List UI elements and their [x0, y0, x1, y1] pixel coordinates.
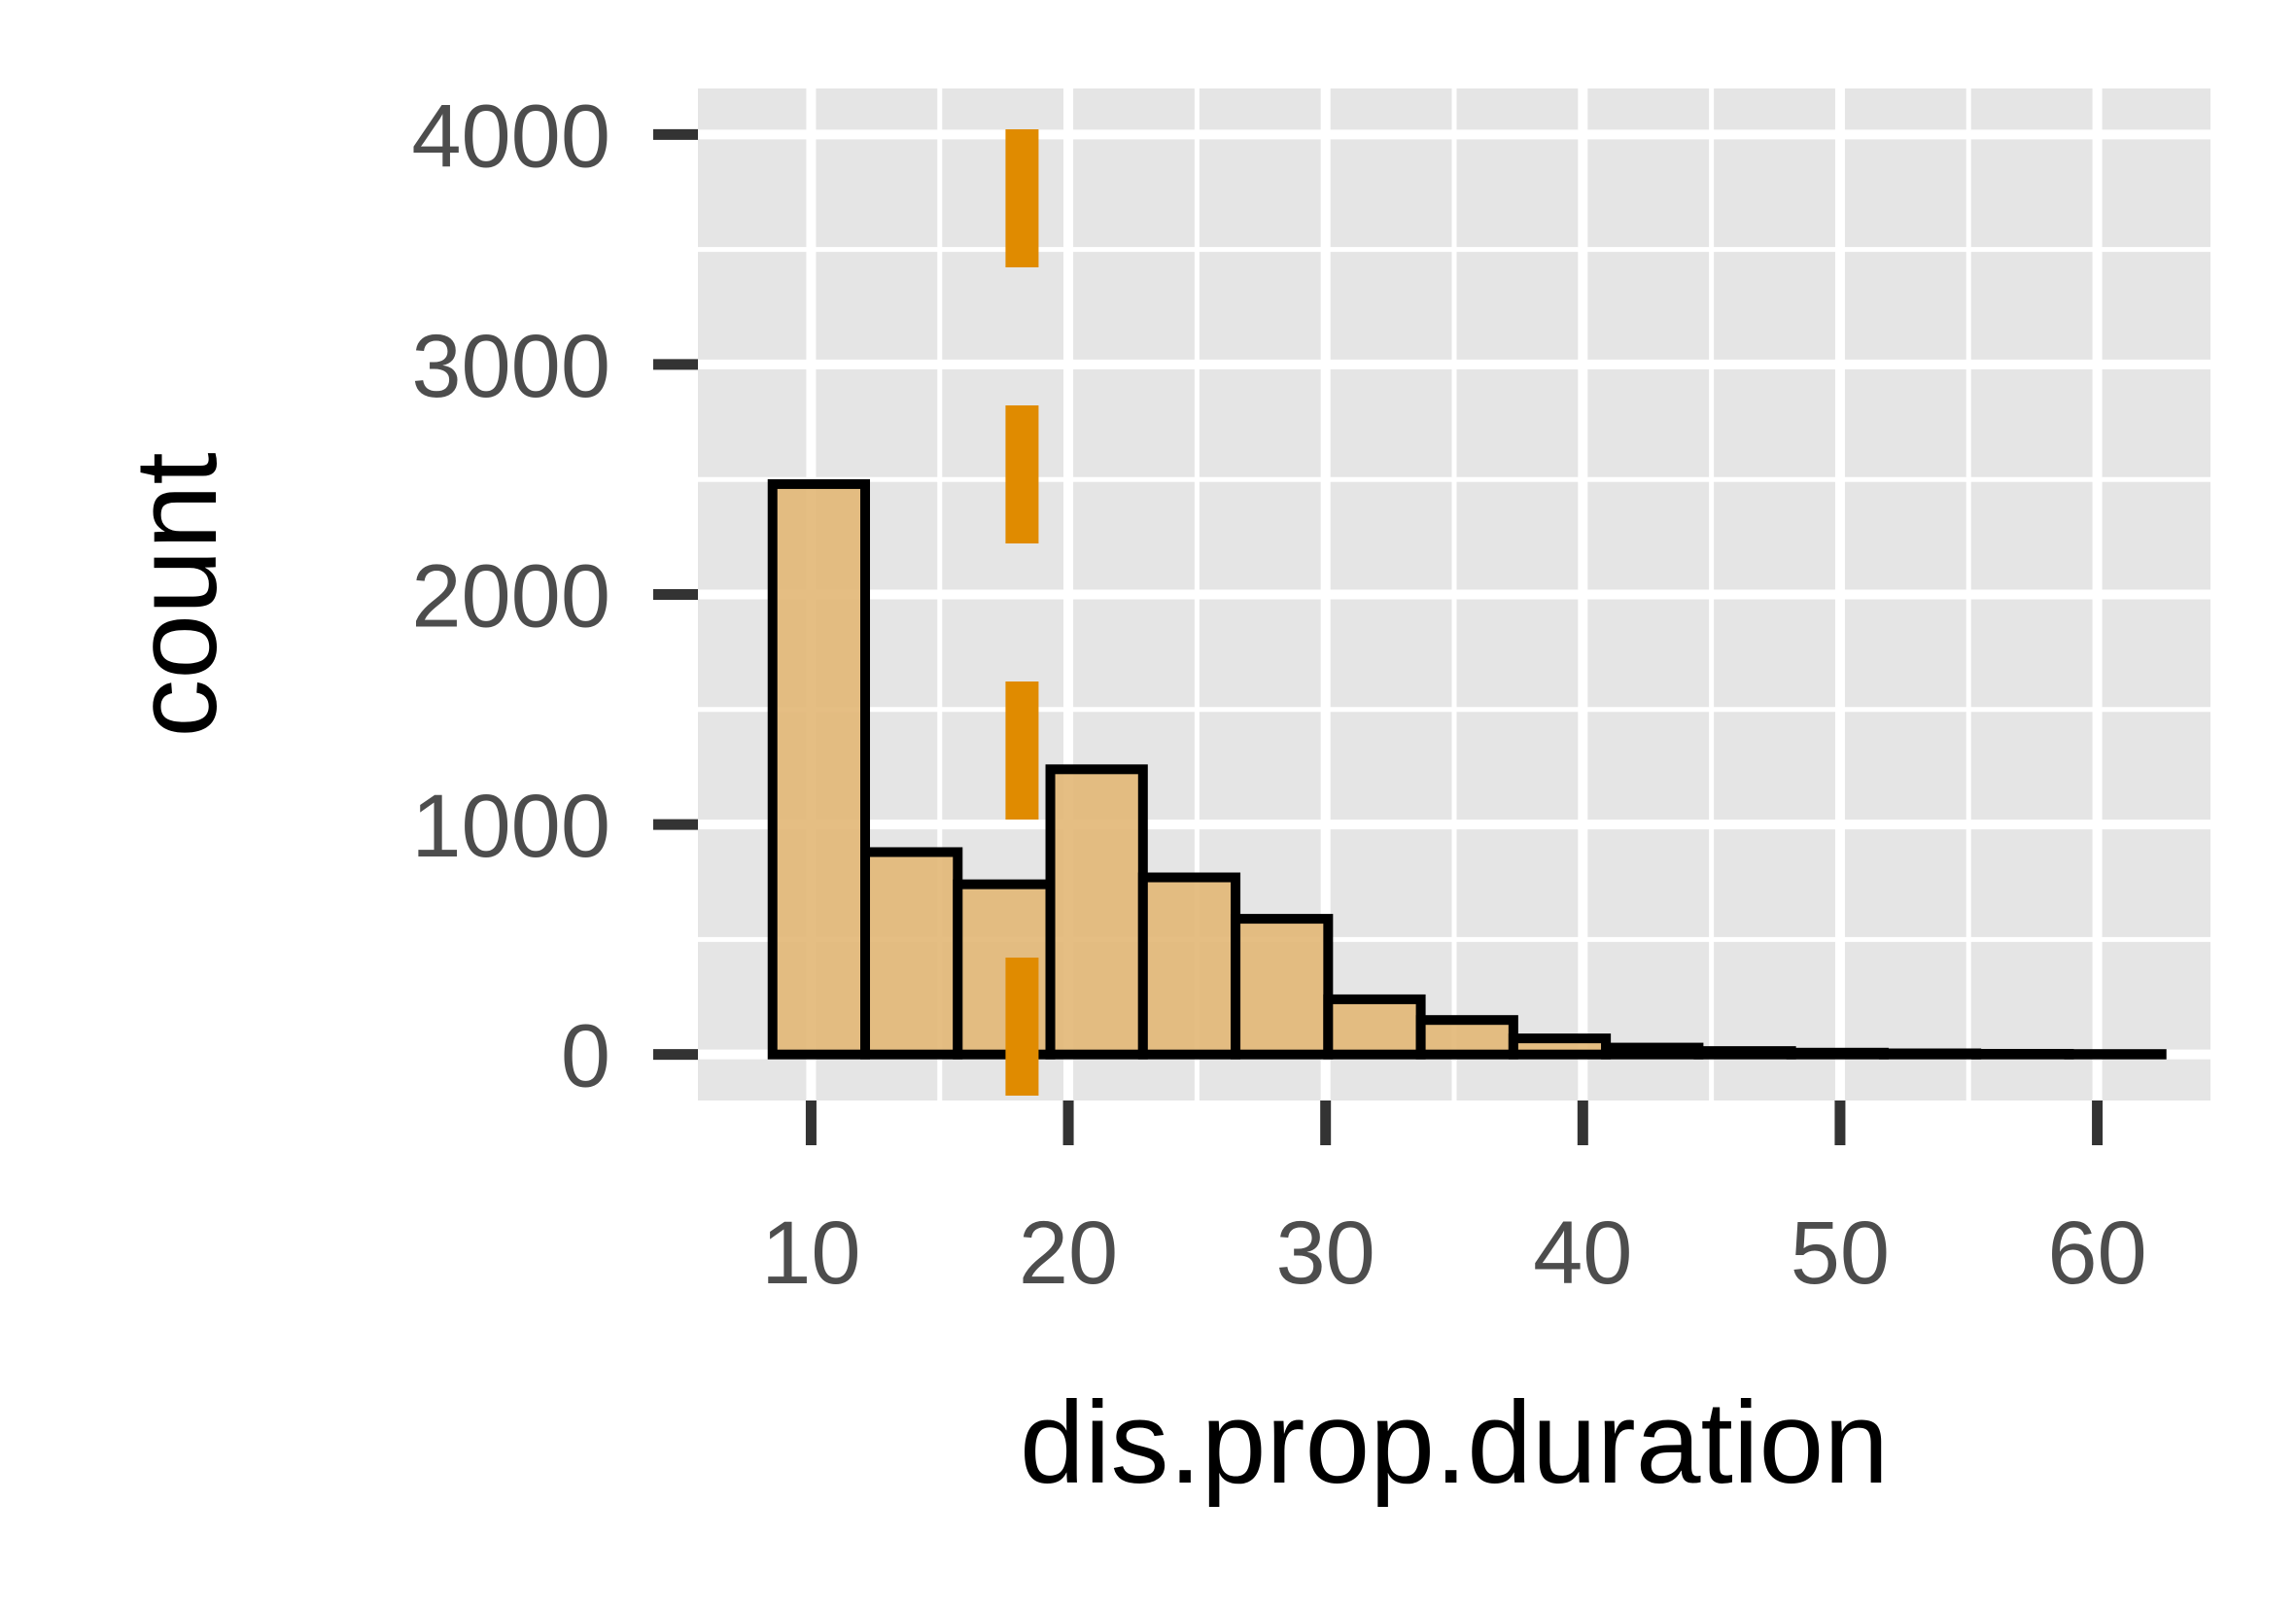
histogram-bar — [1415, 1015, 1518, 1060]
x-axis: 10 20 30 40 50 60 — [761, 1100, 2147, 1303]
histogram-bar — [1045, 764, 1148, 1060]
y-tick-label: 1000 — [411, 777, 610, 876]
histogram-bar — [767, 478, 871, 1060]
y-tick-label: 4000 — [411, 87, 610, 186]
x-tick-label: 40 — [1533, 1204, 1632, 1303]
histogram-bar — [1693, 1046, 1796, 1060]
x-axis-title: dis.prop.duration — [1020, 1378, 1889, 1508]
x-tick-label: 60 — [2047, 1204, 2146, 1303]
y-tick-label: 0 — [561, 1007, 610, 1106]
histogram-bar — [1878, 1048, 1982, 1060]
y-axis: 0 1000 2000 3000 4000 — [411, 87, 698, 1106]
histogram-bars — [767, 478, 2167, 1060]
histogram-bar — [1601, 1042, 1704, 1060]
x-tick-label: 20 — [1019, 1204, 1118, 1303]
histogram-bar — [1508, 1033, 1612, 1060]
histogram-bar — [1231, 914, 1334, 1060]
histogram-bar — [860, 847, 963, 1060]
histogram-bar — [1971, 1048, 2074, 1060]
histogram-bar — [1137, 872, 1241, 1060]
y-axis-title: count — [111, 452, 241, 738]
x-tick-label: 10 — [761, 1204, 860, 1303]
x-tick-label: 50 — [1791, 1204, 1890, 1303]
histogram-bar — [1323, 994, 1426, 1060]
y-tick-label: 2000 — [411, 547, 610, 646]
x-tick-label: 30 — [1276, 1204, 1375, 1303]
y-tick-label: 3000 — [411, 317, 610, 416]
histogram-bar — [1786, 1047, 1889, 1060]
